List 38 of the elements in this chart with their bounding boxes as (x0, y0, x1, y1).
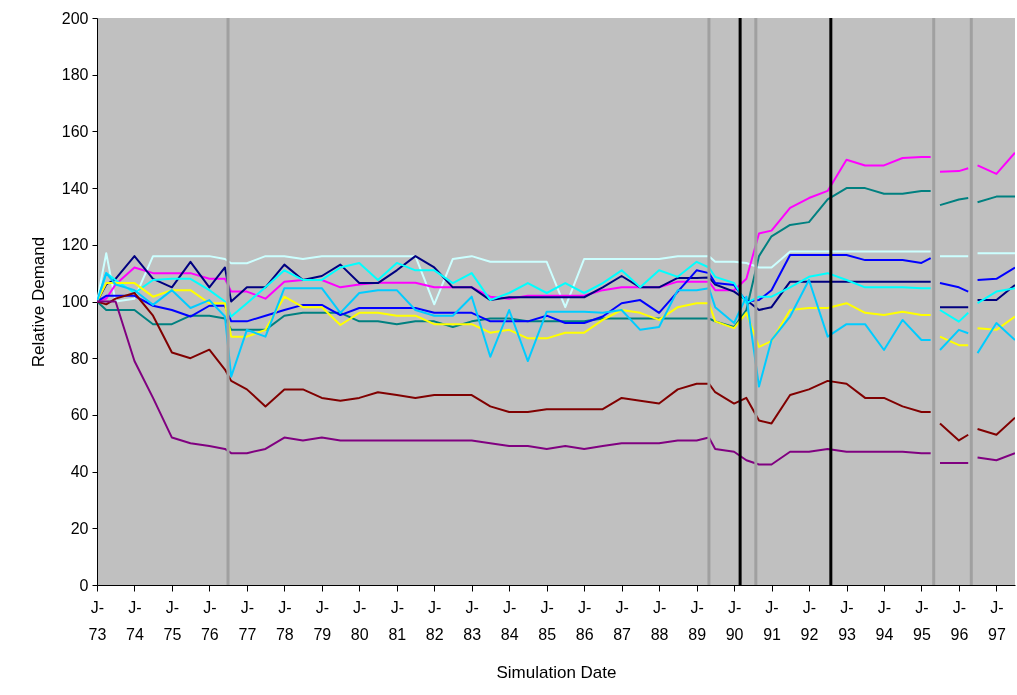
y-tick-label: 100 (61, 293, 89, 310)
x-tick-label: J- 89 (688, 598, 707, 643)
x-tick-label: J- 74 (126, 598, 144, 643)
y-tick-label: 20 (70, 519, 89, 537)
x-tick-label: J- 90 (725, 598, 744, 643)
y-tick-label: 140 (61, 179, 89, 197)
y-tick-label: 160 (61, 122, 89, 140)
x-tick-label: J- 86 (575, 598, 594, 643)
x-tick-label: J- 73 (88, 598, 107, 643)
x-tick-label: J- 83 (463, 598, 482, 643)
x-tick-label: J- 80 (350, 598, 369, 643)
x-tick-label: J- 96 (950, 598, 969, 643)
x-axis-title: Simulation Date (496, 662, 617, 682)
y-tick-label: 60 (70, 406, 89, 424)
y-tick-label: 180 (61, 66, 89, 84)
x-tick-label: J- 87 (613, 598, 632, 643)
x-tick-label: J- 77 (238, 598, 257, 643)
y-tick-label: 120 (61, 236, 89, 254)
y-tick-label: 80 (70, 349, 89, 367)
x-tick-label: J- 88 (650, 598, 669, 643)
x-tick-label: J- 94 (875, 598, 894, 643)
x-tick-label: J- 75 (163, 598, 182, 643)
y-tick-label: 0 (79, 576, 89, 594)
x-tick-label: J- 78 (275, 598, 294, 643)
x-tick-label: J- 84 (500, 598, 519, 643)
y-tick-label: 200 (61, 9, 89, 27)
y-tick-label: 40 (70, 463, 89, 481)
x-tick-label: J- 92 (800, 598, 819, 643)
x-tick-label: J- 93 (838, 598, 857, 643)
x-tick-label: J- 79 (313, 598, 332, 643)
x-tick-label: J- 95 (913, 598, 931, 643)
x-tick-label: J- 91 (763, 598, 782, 643)
x-tick-label: J- 97 (988, 598, 1006, 643)
x-tick-label: J- 82 (425, 598, 444, 643)
y-axis-title: Relative Demand (28, 236, 48, 368)
x-tick-label: J- 85 (538, 598, 557, 643)
x-tick-label: J- 76 (200, 598, 219, 643)
x-tick-label: J- 81 (388, 598, 407, 643)
